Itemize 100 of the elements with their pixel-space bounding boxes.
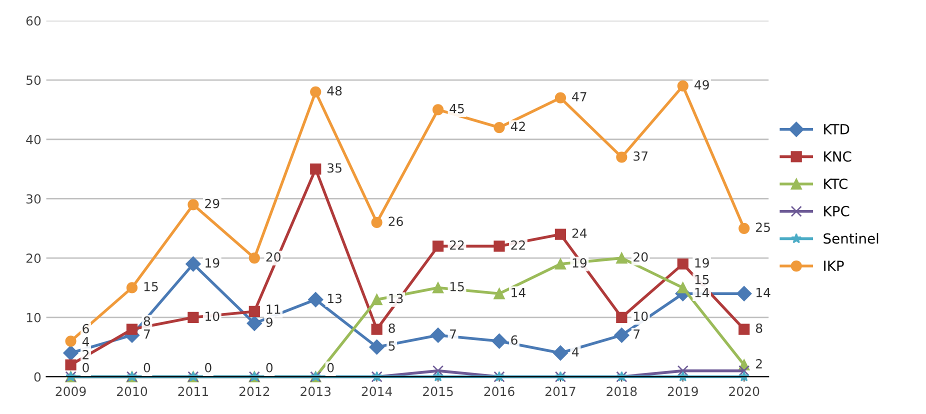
y-tick-label: 10 bbox=[26, 312, 41, 322]
data-label: 14 bbox=[695, 288, 710, 298]
data-label: 22 bbox=[511, 240, 525, 250]
point bbox=[677, 258, 688, 270]
x-tick-label: 2016 bbox=[484, 386, 514, 396]
point bbox=[63, 345, 78, 361]
data-label: 15 bbox=[695, 275, 709, 284]
data-label: 45 bbox=[450, 104, 464, 114]
data-label: 14 bbox=[756, 288, 770, 298]
data-label: 0 bbox=[327, 362, 334, 372]
point bbox=[614, 328, 630, 343]
point bbox=[65, 359, 76, 370]
data-label: 6 bbox=[511, 335, 518, 345]
point bbox=[677, 365, 688, 376]
point bbox=[371, 216, 382, 228]
point bbox=[492, 334, 507, 349]
point bbox=[430, 328, 446, 343]
data-label: 9 bbox=[266, 318, 272, 327]
x-tick-label: 2018 bbox=[606, 386, 637, 396]
data-label: 13 bbox=[328, 294, 342, 304]
data-label: 29 bbox=[205, 198, 220, 208]
x-tick-label: 2013 bbox=[300, 386, 331, 396]
y-tick-label: 60 bbox=[26, 16, 41, 26]
legend-label: KPC bbox=[824, 206, 850, 216]
data-label: 15 bbox=[144, 282, 158, 292]
y-tick-label: 30 bbox=[26, 194, 41, 204]
point bbox=[738, 222, 750, 234]
x-tick-label: 2014 bbox=[362, 386, 392, 396]
data-label: 22 bbox=[450, 240, 464, 250]
data-label: 7 bbox=[450, 330, 456, 339]
data-label: 7 bbox=[634, 330, 640, 339]
point bbox=[248, 252, 260, 264]
data-label: 13 bbox=[389, 294, 403, 304]
x-tick-label: 2012 bbox=[239, 386, 270, 396]
data-label: 8 bbox=[388, 323, 395, 333]
data-label: 19 bbox=[572, 258, 586, 268]
data-label: 10 bbox=[634, 312, 648, 322]
data-label: 4 bbox=[82, 337, 90, 346]
point bbox=[738, 365, 750, 376]
point bbox=[738, 324, 750, 335]
point bbox=[188, 312, 199, 323]
point bbox=[126, 324, 138, 335]
data-label: 35 bbox=[328, 163, 342, 173]
data-label: 42 bbox=[510, 122, 525, 131]
point bbox=[371, 294, 382, 306]
point bbox=[126, 282, 138, 294]
x-tick-label: 2020 bbox=[729, 386, 760, 396]
data-label: 19 bbox=[695, 258, 709, 268]
point bbox=[616, 152, 628, 163]
point bbox=[65, 336, 76, 347]
legend-label: KTD bbox=[824, 124, 850, 134]
point bbox=[432, 240, 444, 252]
point bbox=[432, 282, 444, 294]
x-tick-label: 2011 bbox=[178, 386, 208, 396]
data-label: 20 bbox=[634, 252, 648, 262]
point bbox=[677, 80, 688, 92]
point bbox=[310, 86, 322, 98]
data-label: 49 bbox=[694, 80, 709, 90]
legend-label: KTC bbox=[824, 178, 848, 190]
point bbox=[494, 122, 505, 134]
point bbox=[554, 228, 566, 240]
data-label: 24 bbox=[572, 228, 587, 238]
point bbox=[616, 312, 628, 323]
data-label: 2 bbox=[756, 359, 762, 368]
point bbox=[552, 345, 568, 361]
point bbox=[371, 324, 382, 335]
data-label: 10 bbox=[206, 312, 220, 322]
data-label: 11 bbox=[266, 304, 280, 314]
point bbox=[554, 258, 566, 270]
data-label: 6 bbox=[82, 324, 89, 334]
data-label: 0 bbox=[205, 362, 212, 372]
y-tick-label: 20 bbox=[26, 254, 41, 263]
data-label: 14 bbox=[512, 288, 526, 298]
point bbox=[494, 240, 505, 252]
data-label: 8 bbox=[144, 316, 150, 326]
x-tick-label: 2017 bbox=[545, 386, 576, 396]
data-label: 15 bbox=[450, 282, 464, 292]
data-label: 2 bbox=[82, 350, 88, 360]
point bbox=[736, 286, 752, 302]
data-label: 0 bbox=[266, 362, 273, 372]
data-label: 37 bbox=[634, 151, 648, 161]
point bbox=[554, 92, 566, 104]
point bbox=[188, 199, 199, 210]
x-tick-label: 2009 bbox=[56, 386, 86, 396]
point bbox=[677, 282, 688, 294]
data-label: 20 bbox=[266, 252, 280, 262]
data-label: 5 bbox=[388, 341, 395, 351]
x-tick-label: 2019 bbox=[668, 386, 698, 396]
data-label: 4 bbox=[572, 347, 579, 356]
data-label: 26 bbox=[388, 216, 403, 226]
data-label: 48 bbox=[327, 86, 342, 96]
point bbox=[432, 365, 444, 376]
data-label: 7 bbox=[144, 330, 150, 339]
point bbox=[310, 163, 322, 175]
legend-label: IKP bbox=[824, 260, 844, 271]
y-tick-label: 50 bbox=[26, 76, 41, 85]
point bbox=[369, 340, 384, 355]
point bbox=[432, 104, 444, 116]
data-label: 25 bbox=[756, 222, 770, 232]
legend-label: Sentinel bbox=[824, 232, 878, 244]
